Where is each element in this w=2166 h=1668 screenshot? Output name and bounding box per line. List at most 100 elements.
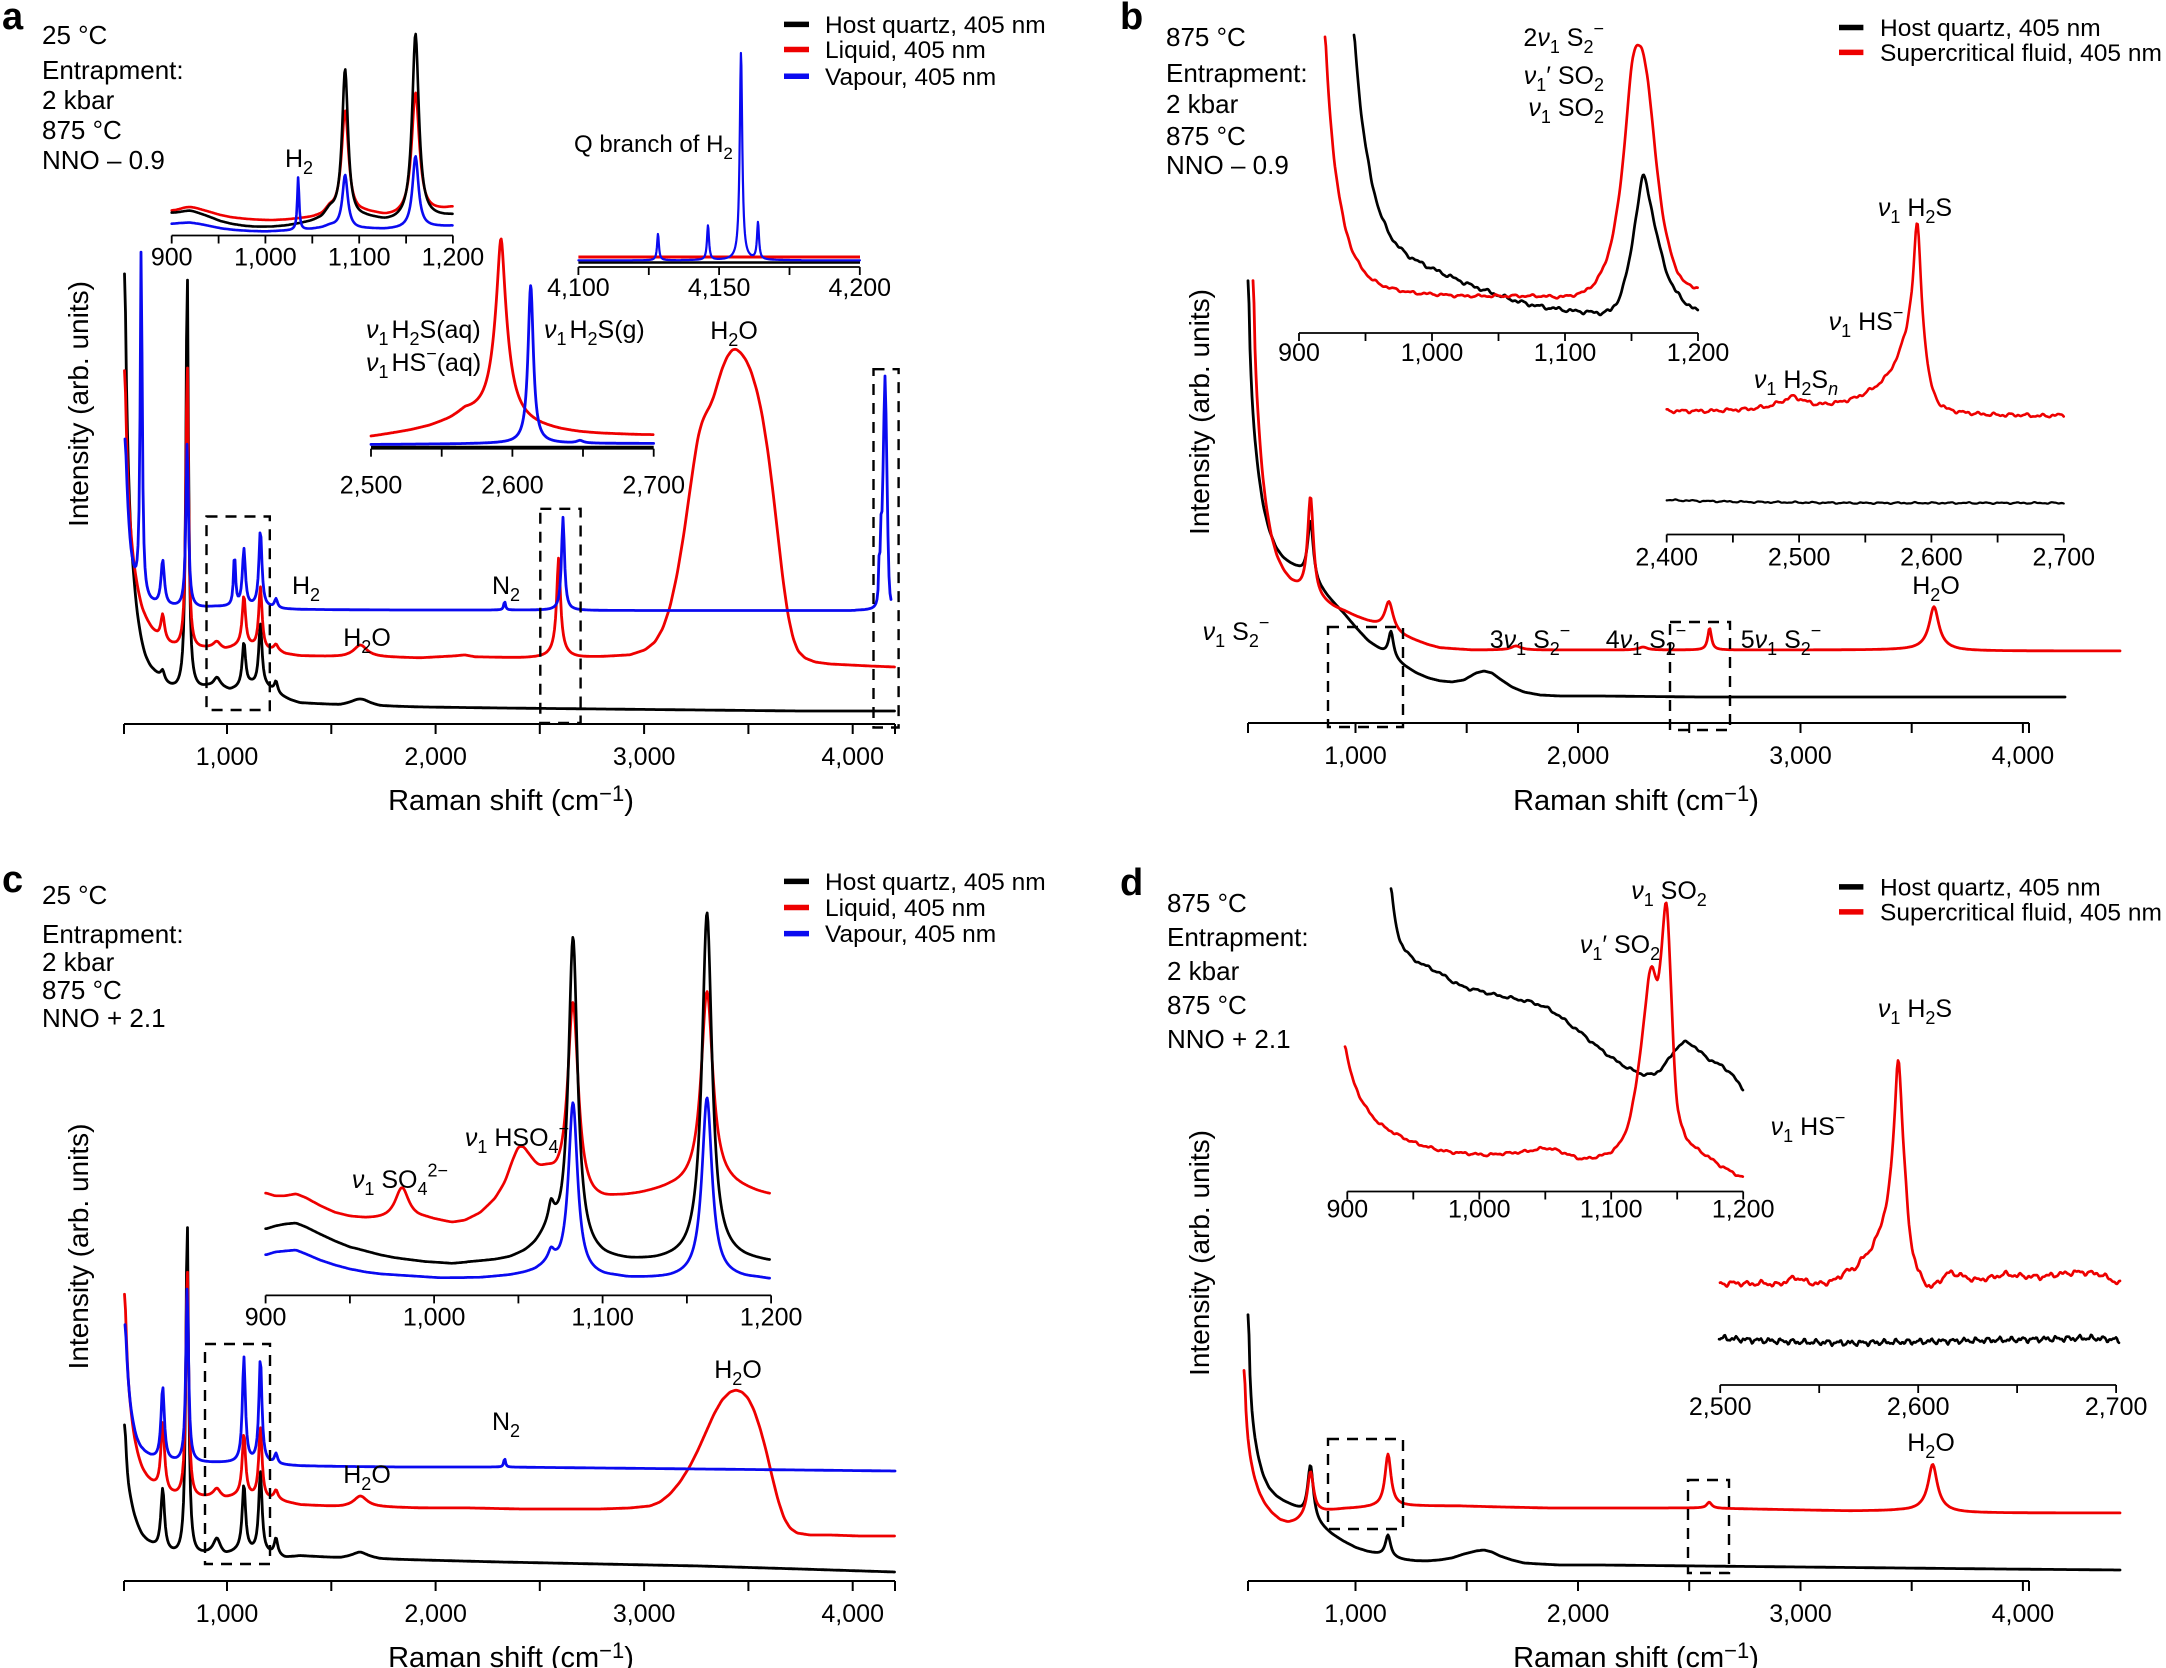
svg-text:N2: N2 [492, 572, 520, 605]
svg-text:4,000: 4,000 [821, 1600, 884, 1628]
svg-text:Host quartz, 405 nm: Host quartz, 405 nm [1880, 875, 2101, 902]
svg-text:Entrapment:: Entrapment: [42, 919, 184, 949]
svg-text:4,000: 4,000 [821, 743, 884, 771]
svg-text:3,000: 3,000 [613, 743, 676, 771]
svg-text:2 kbar: 2 kbar [42, 947, 115, 977]
svg-text:1,000: 1,000 [1324, 1600, 1387, 1628]
svg-text:ν1 SO2: ν1 SO2 [1528, 94, 1604, 127]
svg-text:2,600: 2,600 [1887, 1393, 1950, 1421]
svg-text:875 °C: 875 °C [42, 115, 122, 145]
svg-text:875 °C: 875 °C [1167, 888, 1247, 918]
svg-text:ν1 H2S: ν1 H2S [1878, 194, 1952, 227]
svg-text:Raman shift (cm−1): Raman shift (cm−1) [1513, 781, 1759, 817]
svg-text:ν1 HS−: ν1 HS− [1829, 303, 1904, 342]
svg-text:NNO – 0.9: NNO – 0.9 [42, 145, 165, 175]
svg-text:1,000: 1,000 [1401, 339, 1464, 367]
svg-text:Entrapment:: Entrapment: [1166, 58, 1308, 88]
svg-text:1,000: 1,000 [234, 244, 297, 272]
svg-text:875 °C: 875 °C [1166, 22, 1246, 52]
svg-text:Liquid, 405 nm: Liquid, 405 nm [825, 37, 986, 64]
svg-text:Intensity (arb. units): Intensity (arb. units) [63, 1124, 94, 1370]
svg-text:1,200: 1,200 [740, 1303, 803, 1331]
svg-text:H2O: H2O [1907, 1429, 1955, 1462]
svg-text:H2: H2 [285, 145, 313, 178]
svg-text:H2: H2 [292, 572, 320, 605]
svg-text:ν1′ SO2: ν1′ SO2 [1580, 931, 1660, 964]
svg-text:c: c [2, 859, 23, 901]
svg-text:NNO + 2.1: NNO + 2.1 [42, 1003, 166, 1033]
svg-text:Liquid, 405 nm: Liquid, 405 nm [825, 895, 986, 922]
svg-text:Raman shift (cm−1): Raman shift (cm−1) [388, 1638, 634, 1668]
svg-text:4,200: 4,200 [829, 274, 892, 302]
svg-text:Q branch of H2: Q branch of H2 [574, 131, 733, 163]
svg-text:2,600: 2,600 [481, 472, 544, 500]
svg-text:ν1 S2−: ν1 S2− [1203, 613, 1270, 652]
svg-text:3,000: 3,000 [613, 1600, 676, 1628]
svg-text:Supercritical fluid, 405 nm: Supercritical fluid, 405 nm [1880, 40, 2162, 67]
svg-text:2,500: 2,500 [1689, 1393, 1752, 1421]
svg-text:1,100: 1,100 [571, 1303, 634, 1331]
svg-text:2,700: 2,700 [2085, 1393, 2148, 1421]
svg-text:H2O: H2O [343, 1461, 391, 1494]
svg-text:25 °C: 25 °C [42, 20, 107, 50]
svg-text:900: 900 [1326, 1196, 1368, 1224]
svg-text:1,100: 1,100 [328, 244, 391, 272]
svg-text:875 °C: 875 °C [1166, 121, 1246, 151]
svg-text:NNO – 0.9: NNO – 0.9 [1166, 150, 1289, 180]
svg-text:ν1 H2S(g): ν1 H2S(g) [544, 316, 645, 349]
svg-text:Host quartz, 405 nm: Host quartz, 405 nm [1880, 15, 2101, 42]
svg-text:3ν1 S2−: 3ν1 S2− [1490, 621, 1571, 660]
svg-text:ν1 H2S: ν1 H2S [1878, 995, 1952, 1028]
svg-text:ν1 HS−(aq): ν1 HS−(aq) [366, 344, 481, 383]
svg-text:4,150: 4,150 [688, 274, 751, 302]
svg-text:Intensity (arb. units): Intensity (arb. units) [1184, 1130, 1215, 1376]
svg-text:900: 900 [245, 1303, 287, 1331]
svg-text:Vapour, 405 nm: Vapour, 405 nm [825, 921, 996, 948]
svg-text:1,000: 1,000 [196, 1600, 259, 1628]
svg-text:Intensity (arb. units): Intensity (arb. units) [63, 281, 94, 527]
svg-text:H2O: H2O [1912, 572, 1960, 605]
svg-text:875 °C: 875 °C [1167, 990, 1247, 1020]
svg-text:2 kbar: 2 kbar [1166, 89, 1239, 119]
svg-text:ν1 SO42−: ν1 SO42− [352, 1161, 448, 1200]
svg-text:4,000: 4,000 [1992, 1600, 2055, 1628]
svg-text:25 °C: 25 °C [42, 880, 107, 910]
svg-text:a: a [2, 0, 24, 38]
svg-text:3,000: 3,000 [1769, 1600, 1832, 1628]
svg-text:Entrapment:: Entrapment: [42, 55, 184, 85]
svg-text:H2O: H2O [714, 1356, 762, 1389]
svg-text:ν1 SO2: ν1 SO2 [1631, 877, 1707, 910]
svg-text:4,000: 4,000 [1992, 742, 2055, 770]
svg-text:2,600: 2,600 [1900, 544, 1963, 572]
svg-text:Host quartz, 405 nm: Host quartz, 405 nm [825, 12, 1046, 39]
svg-text:1,200: 1,200 [422, 244, 485, 272]
svg-text:ν1 H2S(aq): ν1 H2S(aq) [366, 316, 481, 349]
svg-text:2 kbar: 2 kbar [1167, 956, 1240, 986]
svg-text:ν1 H2Sn: ν1 H2Sn [1754, 366, 1838, 399]
svg-text:2ν1 S2−: 2ν1 S2− [1523, 19, 1604, 58]
svg-text:1,200: 1,200 [1667, 339, 1730, 367]
svg-text:2,000: 2,000 [404, 1600, 467, 1628]
svg-text:Raman shift (cm−1): Raman shift (cm−1) [1513, 1638, 1759, 1668]
svg-text:ν1′ SO2: ν1′ SO2 [1524, 62, 1604, 95]
svg-text:Entrapment:: Entrapment: [1167, 922, 1309, 952]
svg-text:N2: N2 [492, 1408, 520, 1441]
svg-text:2,000: 2,000 [404, 743, 467, 771]
svg-text:5ν1 S2−: 5ν1 S2− [1741, 621, 1822, 660]
svg-text:Raman shift (cm−1): Raman shift (cm−1) [388, 781, 634, 817]
svg-text:1,100: 1,100 [1534, 339, 1597, 367]
svg-text:2,700: 2,700 [622, 472, 685, 500]
svg-text:1,000: 1,000 [1324, 742, 1387, 770]
svg-text:4,100: 4,100 [547, 274, 610, 302]
svg-text:H2O: H2O [710, 317, 758, 350]
svg-text:3,000: 3,000 [1769, 742, 1832, 770]
svg-text:Host quartz, 405 nm: Host quartz, 405 nm [825, 869, 1046, 896]
svg-text:1,100: 1,100 [1580, 1196, 1643, 1224]
svg-text:2,700: 2,700 [2033, 544, 2096, 572]
svg-text:2,400: 2,400 [1635, 544, 1698, 572]
svg-text:2,000: 2,000 [1547, 1600, 1610, 1628]
svg-text:Intensity (arb. units): Intensity (arb. units) [1184, 289, 1215, 535]
svg-text:ν1 HS−: ν1 HS− [1771, 1108, 1846, 1147]
svg-text:Vapour, 405 nm: Vapour, 405 nm [825, 64, 996, 91]
svg-text:4ν1 S2−: 4ν1 S2− [1606, 621, 1687, 660]
